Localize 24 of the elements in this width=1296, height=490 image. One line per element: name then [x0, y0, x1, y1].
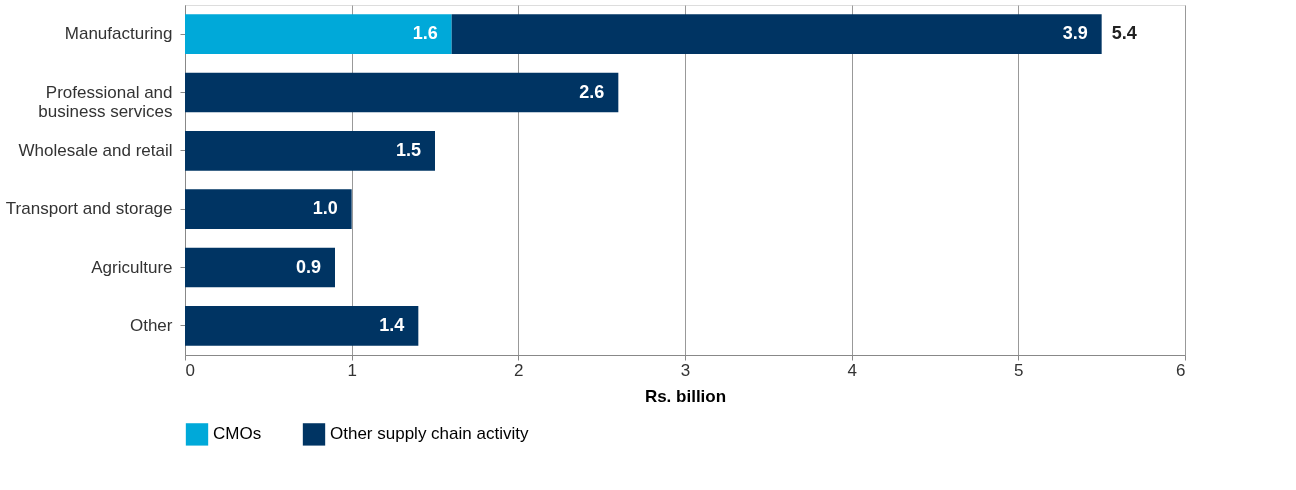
- data-label: 1.6: [412, 23, 438, 44]
- x-axis-title: Rs. billion: [644, 386, 727, 406]
- y-tick-label: Transport and storage: [5, 199, 173, 219]
- x-tick-label: 3: [680, 360, 691, 380]
- x-tick-label: 0: [185, 360, 195, 380]
- y-tick-label: Professional and business services: [38, 82, 173, 121]
- y-tick-label: Agriculture: [91, 257, 173, 277]
- y-tick-label: Other: [129, 315, 173, 335]
- data-label: 0.9: [295, 256, 321, 277]
- legend-label: CMOs: [213, 424, 262, 444]
- x-tick-label: 2: [514, 360, 524, 380]
- y-tick-label: Manufacturing: [64, 24, 173, 44]
- y-tick-label: Wholesale and retail: [18, 140, 173, 160]
- legend-label: Other supply chain activity: [330, 424, 529, 444]
- x-tick-label: 5: [1014, 360, 1024, 380]
- x-tick-label: 4: [847, 360, 857, 380]
- data-label: 2.6: [579, 81, 605, 102]
- x-tick-label: 1: [347, 360, 357, 380]
- x-tick-label: 6: [1176, 360, 1186, 380]
- data-label: 3.9: [1062, 23, 1088, 44]
- data-label: 1.4: [379, 314, 405, 335]
- data-label: 1.5: [395, 139, 421, 160]
- total-label: 5.4: [1111, 23, 1137, 44]
- data-label: 1.0: [312, 198, 338, 219]
